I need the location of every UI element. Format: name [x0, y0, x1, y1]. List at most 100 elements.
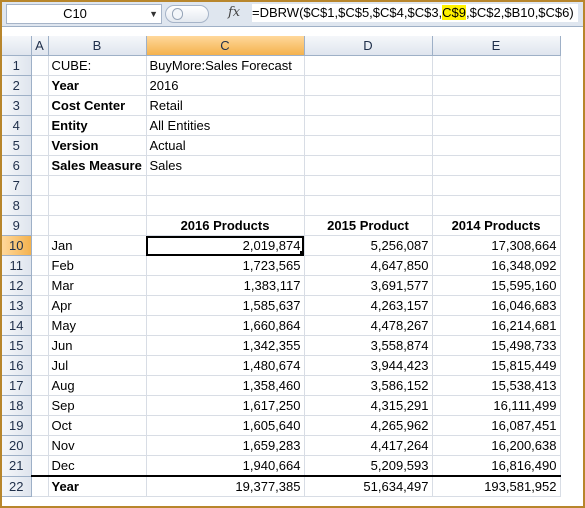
- cell-d[interactable]: 2015 Product: [304, 215, 433, 236]
- cell-a[interactable]: [31, 455, 49, 477]
- cell-e[interactable]: 2014 Products: [432, 215, 561, 236]
- row-header[interactable]: 10: [2, 235, 32, 256]
- cell-d[interactable]: 5,209,593: [304, 455, 433, 477]
- cell-e[interactable]: [432, 55, 561, 76]
- cell-d[interactable]: 4,263,157: [304, 295, 433, 316]
- cell-c[interactable]: 1,342,355: [146, 335, 305, 356]
- formula-bar-resize-handle[interactable]: [165, 5, 209, 23]
- cell-a[interactable]: [31, 475, 49, 497]
- cell-e[interactable]: 193,581,952: [432, 475, 561, 497]
- cell-c[interactable]: [146, 195, 305, 216]
- cell-d[interactable]: 3,586,152: [304, 375, 433, 396]
- row-header[interactable]: 21: [2, 455, 32, 477]
- cell-c[interactable]: 19,377,385: [146, 475, 305, 497]
- cell-a[interactable]: [31, 415, 49, 436]
- cell-b[interactable]: Cost Center: [48, 95, 147, 116]
- cell-b[interactable]: Sep: [48, 395, 147, 416]
- cell-d[interactable]: 4,265,962: [304, 415, 433, 436]
- cell-c[interactable]: BuyMore:Sales Forecast: [146, 55, 305, 76]
- cell-a[interactable]: [31, 195, 49, 216]
- cell-d[interactable]: 51,634,497: [304, 475, 433, 497]
- insert-function-icon[interactable]: fx: [228, 5, 241, 20]
- row-header[interactable]: 11: [2, 255, 32, 276]
- cell-b[interactable]: Aug: [48, 375, 147, 396]
- chevron-down-icon[interactable]: ▼: [149, 9, 158, 19]
- cell-e[interactable]: 15,498,733: [432, 335, 561, 356]
- row-header[interactable]: 16: [2, 355, 32, 376]
- cell-d[interactable]: 3,691,577: [304, 275, 433, 296]
- cell-e[interactable]: 16,111,499: [432, 395, 561, 416]
- cell-a[interactable]: [31, 315, 49, 336]
- row-header[interactable]: 7: [2, 175, 32, 196]
- name-box[interactable]: C10 ▼: [6, 4, 162, 24]
- cell-d[interactable]: [304, 55, 433, 76]
- cell-a[interactable]: [31, 95, 49, 116]
- cell-b[interactable]: Nov: [48, 435, 147, 456]
- row-header[interactable]: 5: [2, 135, 32, 156]
- cell-b[interactable]: CUBE:: [48, 55, 147, 76]
- cell-e[interactable]: 15,815,449: [432, 355, 561, 376]
- cell-b[interactable]: Year: [48, 75, 147, 96]
- row-header[interactable]: 2: [2, 75, 32, 96]
- cell-e[interactable]: [432, 135, 561, 156]
- cell-c[interactable]: 1,358,460: [146, 375, 305, 396]
- cell-e[interactable]: 16,087,451: [432, 415, 561, 436]
- cell-a[interactable]: [31, 275, 49, 296]
- row-header[interactable]: 18: [2, 395, 32, 416]
- cell-e[interactable]: 16,816,490: [432, 455, 561, 477]
- cell-a[interactable]: [31, 435, 49, 456]
- cell-a[interactable]: [31, 235, 49, 256]
- row-header[interactable]: 12: [2, 275, 32, 296]
- cell-e[interactable]: 15,595,160: [432, 275, 561, 296]
- cell-d[interactable]: [304, 95, 433, 116]
- cell-e[interactable]: [432, 175, 561, 196]
- cell-b[interactable]: Jul: [48, 355, 147, 376]
- cell-b[interactable]: Sales Measure: [48, 155, 147, 176]
- formula-input[interactable]: =DBRW($C$1,$C$5,$C$4,$C$3,C$9,$C$2,$B10,…: [252, 4, 578, 22]
- cell-c[interactable]: [146, 175, 305, 196]
- cell-b[interactable]: [48, 175, 147, 196]
- cell-b[interactable]: Mar: [48, 275, 147, 296]
- row-header[interactable]: 20: [2, 435, 32, 456]
- cell-e[interactable]: [432, 95, 561, 116]
- cell-d[interactable]: 5,256,087: [304, 235, 433, 256]
- cell-c[interactable]: 1,383,117: [146, 275, 305, 296]
- cell-a[interactable]: [31, 215, 49, 236]
- cell-b[interactable]: Feb: [48, 255, 147, 276]
- cell-b[interactable]: [48, 215, 147, 236]
- cell-a[interactable]: [31, 295, 49, 316]
- cell-c[interactable]: 1,660,864: [146, 315, 305, 336]
- cell-d[interactable]: 4,417,264: [304, 435, 433, 456]
- column-header-c[interactable]: C: [146, 36, 305, 56]
- cell-a[interactable]: [31, 75, 49, 96]
- active-cell[interactable]: 2,019,874: [146, 235, 305, 256]
- cell-e[interactable]: 15,538,413: [432, 375, 561, 396]
- cell-c[interactable]: 1,940,664: [146, 455, 305, 477]
- cell-a[interactable]: [31, 135, 49, 156]
- cell-e[interactable]: 17,308,664: [432, 235, 561, 256]
- cell-e[interactable]: 16,214,681: [432, 315, 561, 336]
- cell-b[interactable]: May: [48, 315, 147, 336]
- row-header[interactable]: 8: [2, 195, 32, 216]
- cell-a[interactable]: [31, 375, 49, 396]
- select-all-corner[interactable]: [2, 36, 32, 56]
- cell-a[interactable]: [31, 115, 49, 136]
- row-header[interactable]: 4: [2, 115, 32, 136]
- cell-c[interactable]: All Entities: [146, 115, 305, 136]
- cell-d[interactable]: [304, 75, 433, 96]
- row-header[interactable]: 6: [2, 155, 32, 176]
- cell-c[interactable]: 1,585,637: [146, 295, 305, 316]
- cell-c[interactable]: 1,617,250: [146, 395, 305, 416]
- cell-d[interactable]: [304, 195, 433, 216]
- cell-b[interactable]: Version: [48, 135, 147, 156]
- row-header[interactable]: 17: [2, 375, 32, 396]
- row-header[interactable]: 19: [2, 415, 32, 436]
- row-header[interactable]: 3: [2, 95, 32, 116]
- cell-c[interactable]: Sales: [146, 155, 305, 176]
- cell-e[interactable]: 16,348,092: [432, 255, 561, 276]
- cell-c[interactable]: 2016: [146, 75, 305, 96]
- cell-c[interactable]: 2016 Products: [146, 215, 305, 236]
- cell-d[interactable]: 3,944,423: [304, 355, 433, 376]
- cell-e[interactable]: 16,046,683: [432, 295, 561, 316]
- cell-a[interactable]: [31, 255, 49, 276]
